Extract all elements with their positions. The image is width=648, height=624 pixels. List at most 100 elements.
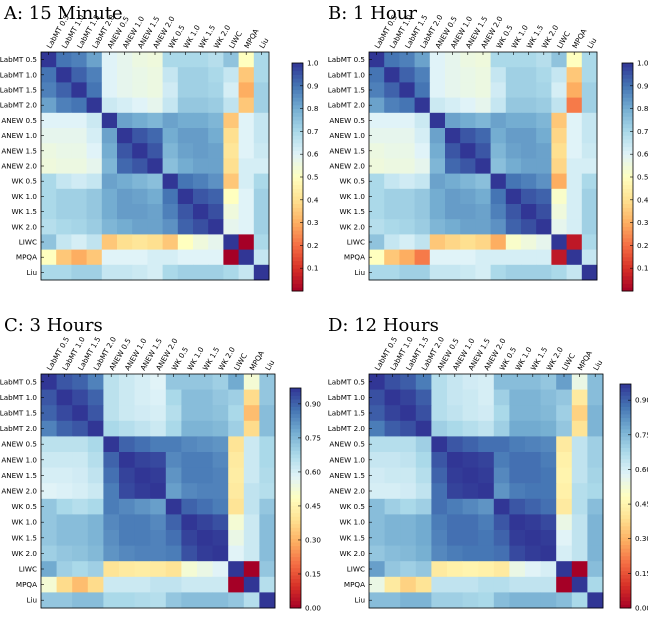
heatmap-cell: [571, 545, 588, 562]
heatmap-cell: [208, 188, 224, 205]
heatmap-cell: [493, 374, 510, 390]
row-label: WK 1.5: [11, 533, 37, 542]
heatmap-cell: [177, 173, 194, 190]
heatmap-cell: [566, 234, 583, 250]
heatmap-cell: [369, 188, 385, 205]
heatmap-cell: [56, 483, 73, 500]
heatmap-cell: [400, 514, 417, 531]
heatmap-cell: [384, 483, 401, 500]
heatmap-cell: [71, 219, 87, 235]
heatmap-cell: [103, 452, 120, 468]
heatmap-cell: [41, 374, 57, 390]
heatmap-cell: [228, 467, 245, 484]
colorbar-segment: [620, 529, 631, 534]
heatmap-cell: [223, 67, 239, 83]
heatmap-cell: [193, 82, 209, 98]
colorbar-segment: [290, 501, 301, 506]
heatmap-cell: [445, 249, 461, 266]
heatmap-cell: [212, 592, 229, 609]
colorbar-tick-label: 0.15: [635, 569, 648, 578]
colorbar-segment: [622, 234, 633, 239]
heatmap-cell: [571, 452, 588, 468]
heatmap-cell: [540, 514, 557, 531]
heatmap-cell: [162, 52, 179, 68]
colorbar-segment: [620, 425, 631, 430]
heatmap-cell: [238, 204, 255, 220]
heatmap-cell: [429, 249, 446, 266]
heatmap-cell: [415, 514, 432, 531]
colorbar-tick-label: 0.00: [635, 604, 648, 613]
heatmap-cell: [384, 576, 401, 593]
heatmap-cell: [415, 530, 432, 546]
heatmap-cell: [447, 561, 463, 578]
colorbar-segment: [292, 188, 303, 193]
colorbar-segment: [292, 120, 303, 125]
colorbar-segment: [620, 410, 631, 415]
heatmap-cell: [369, 530, 385, 546]
heatmap-cell: [384, 420, 401, 437]
heatmap-cell: [571, 467, 588, 484]
heatmap-cell: [101, 143, 118, 159]
heatmap-cell: [87, 483, 104, 500]
colorbar-segment: [290, 399, 301, 404]
heatmap-cell: [101, 234, 118, 250]
heatmap-cell: [181, 436, 198, 453]
colorbar-tick-label: 0.3: [307, 218, 318, 227]
heatmap-cell: [475, 112, 491, 129]
heatmap-cell: [475, 264, 491, 281]
heatmap-cell: [147, 52, 163, 68]
heatmap-cell: [556, 436, 573, 453]
colorbar-segment: [290, 604, 301, 609]
heatmap-cell: [56, 143, 72, 159]
heatmap-cell: [101, 52, 118, 68]
row-label: ANEW 1.0: [329, 455, 365, 464]
heatmap-cell: [197, 420, 213, 437]
heatmap-cell: [460, 112, 476, 129]
heatmap-cell: [101, 204, 118, 220]
colorbar-segment: [620, 395, 631, 400]
heatmap-cell: [86, 219, 103, 235]
colorbar-tick-label: 1.0: [307, 59, 319, 68]
heatmap-cell: [147, 188, 163, 205]
heatmap-cell: [86, 204, 103, 220]
heatmap-cell: [103, 530, 120, 546]
heatmap-cell: [369, 498, 385, 515]
heatmap-cell: [243, 436, 260, 453]
colorbar-tick-label: 0.3: [637, 218, 648, 227]
row-label: Liu: [354, 268, 365, 277]
row-label: ANEW 0.5: [1, 440, 37, 449]
heatmap-cell: [259, 405, 276, 422]
heatmap-cell: [571, 483, 588, 500]
colorbar-segment: [290, 410, 301, 415]
heatmap-cell: [399, 158, 415, 174]
colorbar-segment: [620, 533, 631, 538]
heatmap-cell: [41, 420, 57, 437]
colorbar-tick-label: 0.6: [637, 150, 648, 159]
row-label: ANEW 2.0: [1, 487, 37, 496]
heatmap-cell: [399, 264, 415, 281]
heatmap-cell: [193, 219, 209, 235]
heatmap-cell: [399, 52, 415, 68]
colorbar-segment: [290, 435, 301, 440]
heatmap-cell: [87, 405, 104, 422]
colorbar-segment: [292, 199, 303, 205]
heatmap-cell: [212, 436, 229, 453]
heatmap-cell: [259, 530, 276, 546]
heatmap-cell: [117, 173, 133, 190]
heatmap-cell: [147, 67, 163, 83]
row-label: LabMT 0.5: [328, 377, 365, 386]
heatmap-cell: [521, 204, 537, 220]
heatmap-cell: [238, 52, 255, 68]
heatmap-cell: [431, 420, 448, 437]
heatmap-cell: [556, 374, 573, 390]
heatmap-cell: [414, 204, 431, 220]
heatmap-cell: [384, 143, 400, 159]
colorbar-segment: [292, 161, 303, 167]
colorbar-tick-label: 0.5: [637, 173, 648, 182]
heatmap-cell: [415, 576, 432, 593]
heatmap-cell: [238, 67, 255, 83]
heatmap-panel-2: B: 1 Hour LabMT 0.5 LabMT 1.0 LabMT 1.5 LabM…: [328, 3, 648, 292]
heatmap-cell: [41, 158, 57, 174]
heatmap-cell: [399, 97, 415, 114]
heatmap-cell: [369, 173, 385, 190]
